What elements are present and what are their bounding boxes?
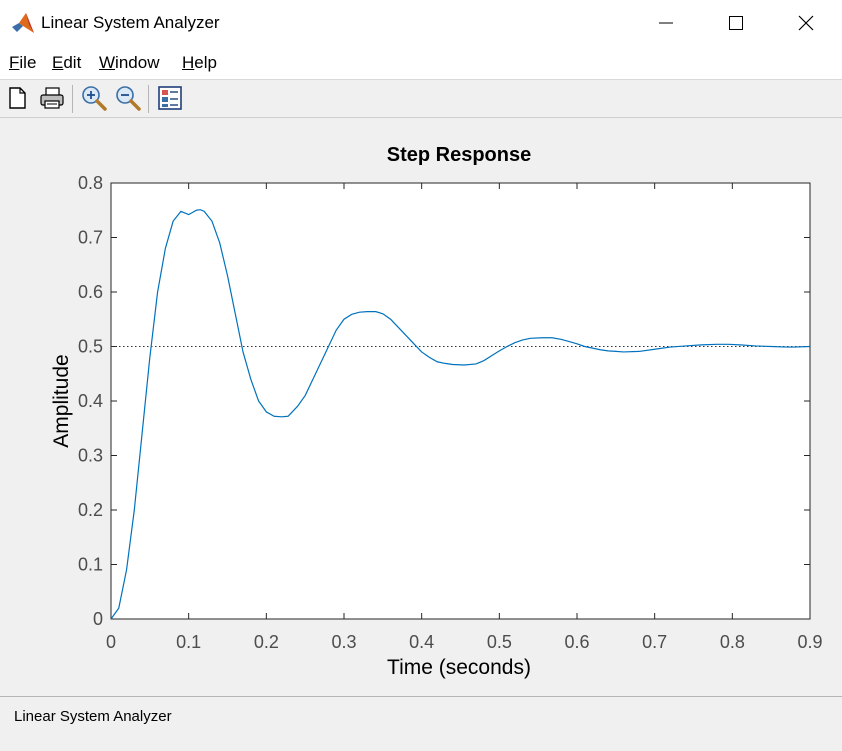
title-bar: Linear System Analyzer (0, 0, 842, 46)
x-tick-label: 0.6 (564, 632, 589, 652)
print-button[interactable] (38, 84, 66, 112)
step-response-chart[interactable]: Step Response 0 0.1 0.2 0.3 0.4 0.5 0.6 0.7 0.8 0… (0, 118, 842, 696)
x-tick-label: 0.2 (254, 632, 279, 652)
status-text: Linear System Analyzer (14, 708, 172, 725)
y-tick-label: 0.7 (78, 228, 103, 248)
x-tick-label: 0.5 (487, 632, 512, 652)
new-file-icon (9, 87, 26, 109)
new-button[interactable] (4, 84, 32, 112)
chart-title: Step Response (387, 144, 531, 166)
x-tick-label: 0.4 (409, 632, 434, 652)
y-tick-label: 0.8 (78, 173, 103, 193)
y-tick-label: 0.1 (78, 555, 103, 575)
plot-configurations-icon (158, 86, 182, 110)
menu-help[interactable]: Help (182, 53, 217, 72)
y-axis-label: Amplitude (50, 354, 73, 447)
zoom-out-button[interactable] (114, 84, 142, 112)
menu-window[interactable]: Window (99, 53, 160, 72)
status-divider (0, 696, 842, 697)
y-tick-label: 0.6 (78, 282, 103, 302)
minimize-icon (659, 22, 673, 24)
matlab-logo-icon (12, 13, 34, 33)
x-tick-label: 0.1 (176, 632, 201, 652)
axis-ticks: 0 0.1 0.2 0.3 0.4 0.5 0.6 0.7 0.8 0.9 0 0.1 0.2 0.3 0.… (78, 173, 823, 652)
close-button[interactable] (772, 0, 840, 46)
y-tick-label: 0.5 (78, 337, 103, 357)
step-response-line[interactable] (110, 209, 811, 620)
y-tick-label: 0.3 (78, 446, 103, 466)
menu-file[interactable]: File (9, 53, 37, 72)
y-tick-label: 0.2 (78, 500, 103, 520)
x-tick-label: 0.3 (331, 632, 356, 652)
y-tick-label: 0.4 (78, 391, 103, 411)
toolbar-separator (72, 85, 73, 113)
x-tick-label: 0.7 (642, 632, 667, 652)
maximize-icon (729, 16, 743, 30)
close-icon (798, 15, 814, 31)
x-tick-label: 0.9 (797, 632, 822, 652)
y-tick-label: 0 (93, 609, 103, 629)
zoom-in-button[interactable] (80, 84, 108, 112)
print-icon (40, 87, 64, 109)
x-tick-label: 0.8 (720, 632, 745, 652)
zoom-out-icon (116, 86, 141, 111)
menu-edit[interactable]: Edit (52, 53, 82, 72)
plot-configurations-button[interactable] (156, 84, 184, 112)
x-tick-label: 0 (106, 632, 116, 652)
minimize-button[interactable] (632, 0, 700, 46)
zoom-in-icon (82, 86, 107, 111)
plot-area[interactable] (110, 182, 811, 620)
toolbar (0, 80, 842, 118)
menu-bar: File Edit Window Help (0, 46, 842, 80)
maximize-button[interactable] (702, 0, 770, 46)
x-axis-label: Time (seconds) (387, 656, 531, 679)
window-title: Linear System Analyzer (41, 13, 220, 32)
toolbar-separator (148, 85, 149, 113)
